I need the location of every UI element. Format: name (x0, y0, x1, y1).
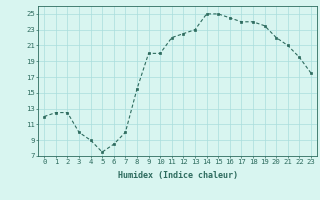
X-axis label: Humidex (Indice chaleur): Humidex (Indice chaleur) (118, 171, 238, 180)
